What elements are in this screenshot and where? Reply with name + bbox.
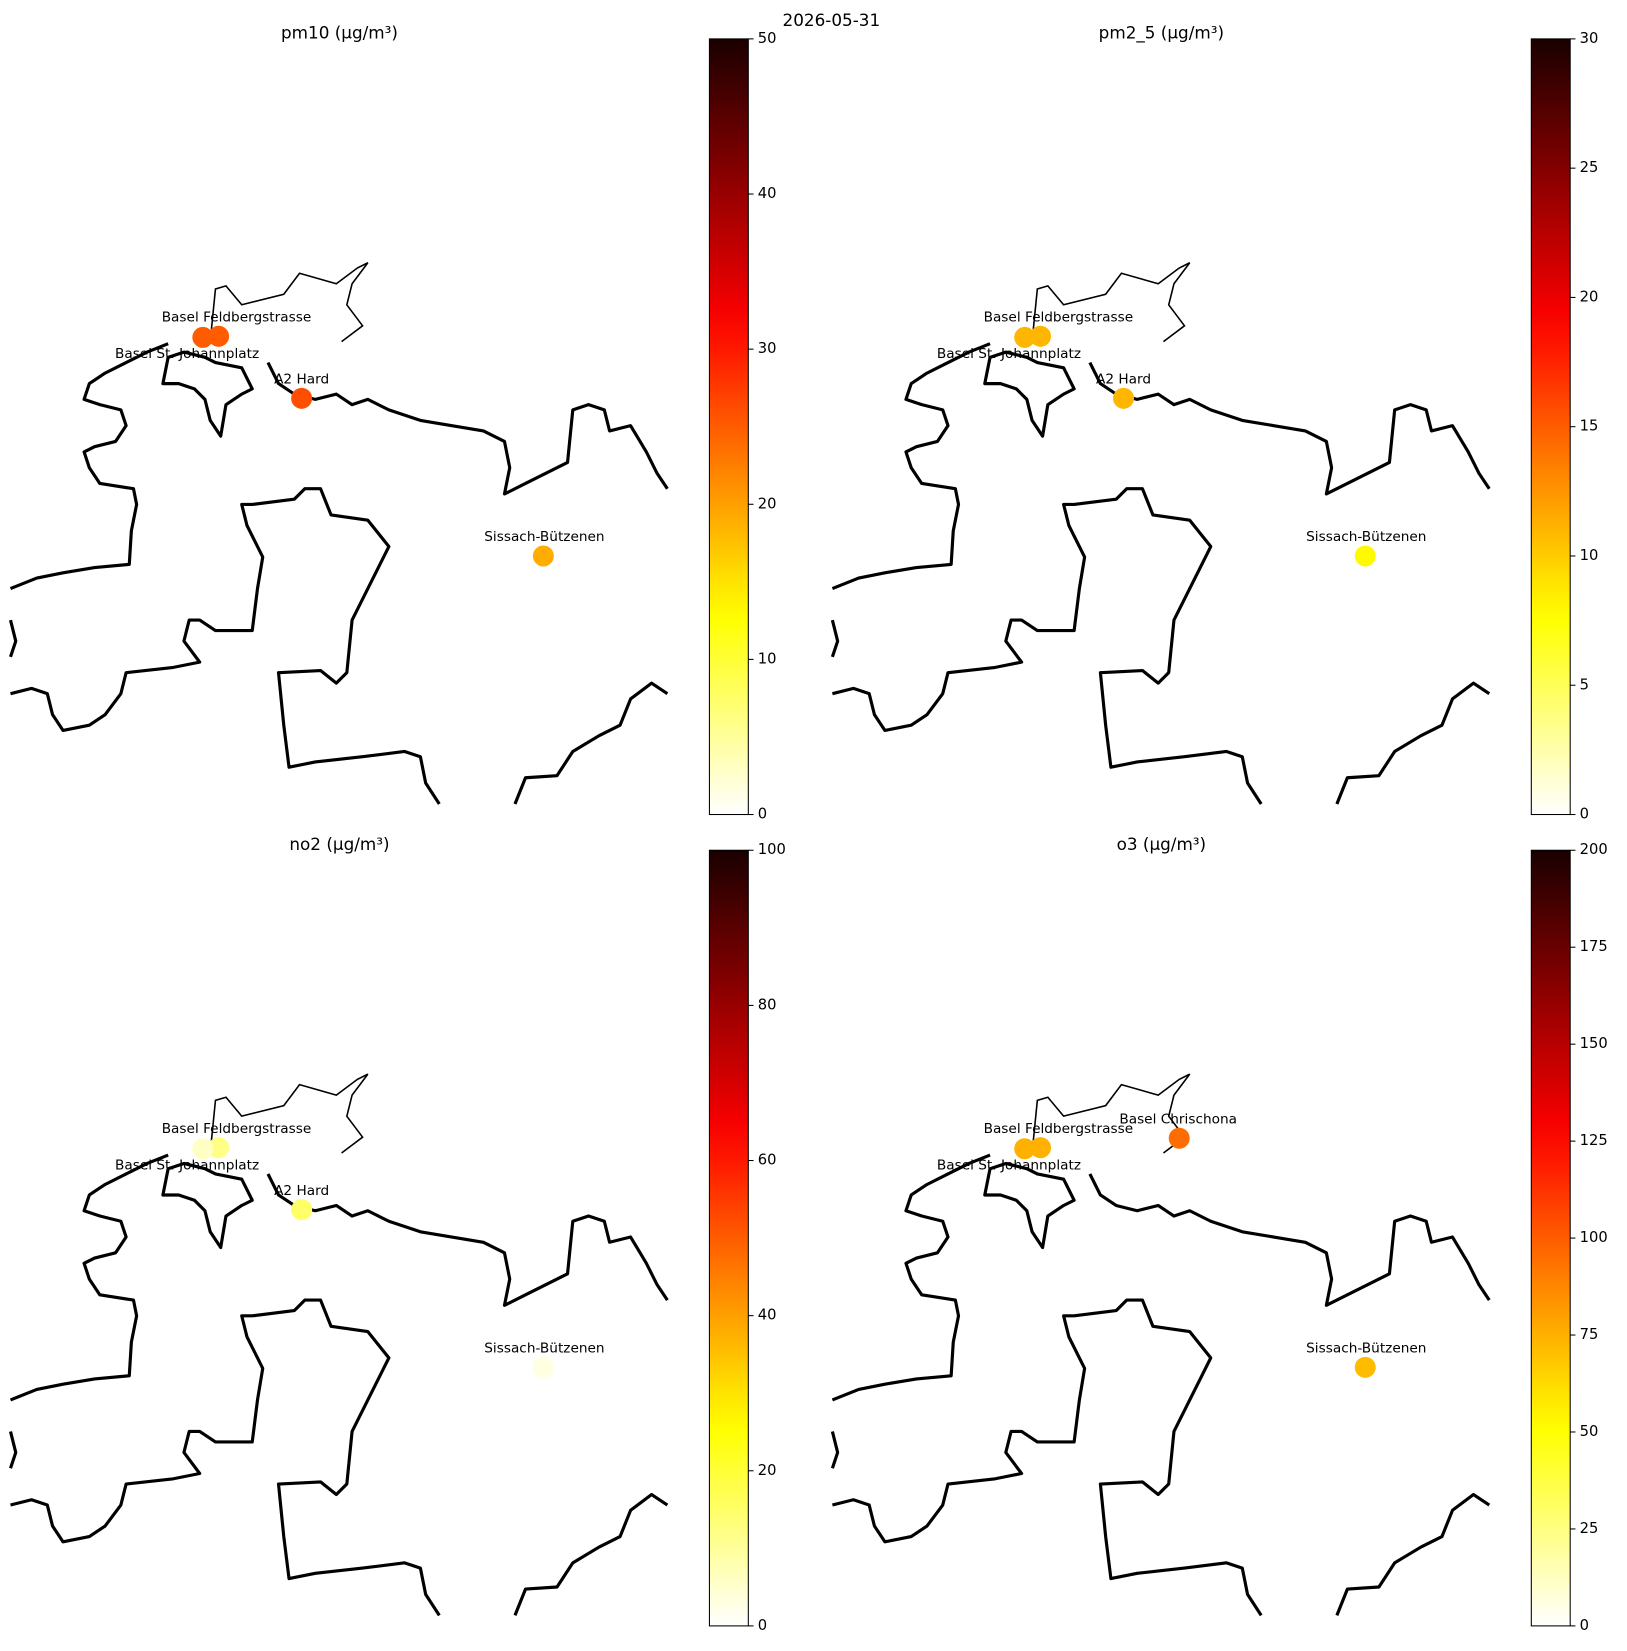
- map-panel: pm10 (µg/m³) Basel Feldbergstrasse Basel S…: [8, 23, 777, 823]
- colorbar-tick-label: 50: [1580, 1423, 1599, 1440]
- colorbar-tick-label: 30: [758, 340, 777, 357]
- suptitle: 2026-05-31: [783, 10, 881, 30]
- map-panel: pm2_5 (µg/m³) Basel Feldbergstrasse Basel …: [830, 23, 1599, 823]
- colorbar-tick-label: 30: [1580, 30, 1599, 47]
- colorbar-tick-label: 40: [758, 1307, 777, 1324]
- station-marker: [192, 326, 214, 348]
- station-marker: [1029, 1137, 1051, 1159]
- station-marker: [1168, 1127, 1190, 1149]
- colorbar-tick-label: 100: [1580, 1229, 1608, 1246]
- colorbar-tick-label: 200: [1580, 841, 1608, 858]
- station-label: Basel Feldbergstrasse: [162, 309, 312, 325]
- station-label: Basel Feldbergstrasse: [984, 1121, 1134, 1137]
- station-label: A2 Hard: [274, 1183, 329, 1199]
- colorbar-tick-label: 5: [1580, 676, 1589, 693]
- station-label: A2 Hard: [1096, 371, 1151, 387]
- colorbar-tick-label: 75: [1580, 1326, 1599, 1343]
- station-label: Sissach-Bützenen: [1306, 529, 1426, 545]
- colorbar-tick-label: 125: [1580, 1132, 1608, 1149]
- station-marker: [1014, 1138, 1036, 1160]
- station-marker: [1113, 387, 1135, 409]
- station-label: Sissach-Bützenen: [484, 1340, 604, 1356]
- station-label: Sissach-Bützenen: [1306, 1340, 1426, 1356]
- colorbar: [708, 849, 749, 1627]
- station-marker: [532, 545, 554, 567]
- station-label: Basel Feldbergstrasse: [984, 309, 1134, 325]
- station-label: Basel Feldbergstrasse: [162, 1121, 312, 1137]
- station-label: Basel St. Johannplatz: [937, 346, 1081, 362]
- panel-title: pm2_5 (µg/m³): [1099, 23, 1224, 44]
- colorbar-tick-label: 25: [1580, 1520, 1599, 1537]
- station-marker: [532, 1356, 554, 1378]
- station-marker: [208, 1137, 230, 1159]
- colorbar-tick-label: 20: [1580, 288, 1599, 305]
- station-label: Basel St. Johannplatz: [937, 1158, 1081, 1174]
- station-marker: [1354, 1356, 1376, 1378]
- colorbar-tick-label: 100: [758, 841, 786, 858]
- colorbar-tick-label: 0: [758, 806, 767, 823]
- colorbar-tick-label: 25: [1580, 159, 1599, 176]
- figure-body: 2026-05-31 pm10 (µg/m³) Basel Feldbergstr…: [8, 10, 1608, 1634]
- colorbar-tick-label: 20: [758, 1462, 777, 1479]
- map-panel: no2 (µg/m³) Basel Feldbergstrasse Basel St…: [8, 834, 786, 1634]
- colorbar-tick-label: 80: [758, 996, 777, 1013]
- station-label: Basel St. Johannplatz: [115, 1158, 259, 1174]
- station-marker: [208, 325, 230, 347]
- colorbar-tick-label: 0: [1580, 1617, 1589, 1634]
- panel-title: o3 (µg/m³): [1117, 834, 1207, 854]
- colorbar-tick-label: 10: [1580, 547, 1599, 564]
- colorbar: [1530, 38, 1571, 816]
- colorbar-tick-label: 40: [758, 185, 777, 202]
- colorbar: [1530, 849, 1571, 1627]
- colorbar-tick-label: 175: [1580, 938, 1608, 955]
- colorbar-tick-label: 0: [1580, 806, 1589, 823]
- colorbar-tick-label: 60: [758, 1152, 777, 1169]
- panel-title: pm10 (µg/m³): [281, 23, 398, 43]
- station-marker: [291, 387, 313, 409]
- colorbar-tick-label: 15: [1580, 418, 1599, 435]
- station-marker: [291, 1199, 313, 1221]
- station-label: Basel St. Johannplatz: [115, 346, 259, 362]
- colorbar-tick-label: 10: [758, 650, 777, 667]
- panel-title: no2 (µg/m³): [289, 834, 389, 854]
- station-marker: [1354, 545, 1376, 567]
- colorbar-tick-label: 150: [1580, 1035, 1608, 1052]
- colorbar-tick-label: 20: [758, 495, 777, 512]
- station-marker: [1014, 326, 1036, 348]
- station-label: Sissach-Bützenen: [484, 529, 604, 545]
- station-marker: [192, 1138, 214, 1160]
- colorbar-tick-label: 0: [758, 1617, 767, 1634]
- station-marker: [1029, 325, 1051, 347]
- colorbar-tick-label: 50: [758, 30, 777, 47]
- station-label: A2 Hard: [274, 371, 329, 387]
- colorbar: [708, 38, 749, 816]
- station-label: Basel Chrischona: [1119, 1111, 1237, 1127]
